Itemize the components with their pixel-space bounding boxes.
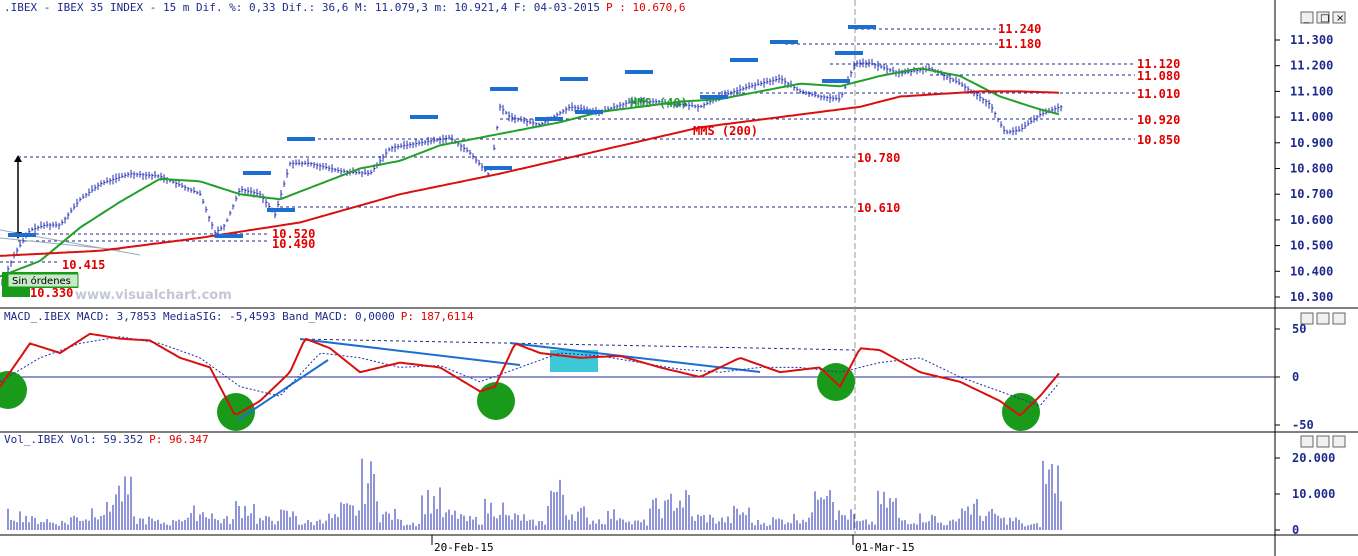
level-label-10610: 10.610 — [857, 201, 900, 215]
mms200-line — [0, 90, 1060, 257]
vol-maximize-button[interactable] — [1316, 435, 1330, 448]
macd-header: MACD_.IBEX MACD: 3,7853 MediaSIG: -5,459… — [4, 310, 474, 323]
macd-circle-marker — [217, 393, 255, 431]
macd-axis: 50 0 -50 — [1275, 322, 1314, 432]
macd-trendline-3 — [237, 359, 329, 421]
maximize-button[interactable] — [1316, 11, 1330, 24]
watermark: www.visualchart.com — [75, 288, 232, 303]
level-label-10520: 10.520 — [272, 227, 315, 241]
level-label-10415: 10.415 — [62, 258, 105, 272]
price-panel-buttons: _ □ × — [1300, 11, 1346, 24]
level-label-10330: 10.330 — [30, 286, 73, 300]
pivot-marker — [287, 137, 315, 141]
price-tick-label: 10.300 — [1290, 290, 1333, 304]
macd-close-button[interactable] — [1332, 312, 1346, 325]
price-tick-label: 10.400 — [1290, 264, 1333, 278]
pivot-marker — [822, 79, 850, 83]
macd-circle-marker — [0, 371, 27, 409]
pivot-markers — [8, 25, 876, 238]
pivot-marker — [267, 208, 295, 212]
level-label-11240: 11.240 — [998, 22, 1041, 36]
price-tick-label: 10.900 — [1290, 136, 1333, 150]
pivot-marker — [535, 117, 563, 121]
pivot-marker — [8, 233, 36, 237]
pivot-marker — [770, 40, 798, 44]
macd-circle-marker — [477, 382, 515, 420]
minimize-icon: _ — [1303, 13, 1310, 24]
macd-maximize-button[interactable] — [1316, 312, 1330, 325]
pivot-marker — [410, 115, 438, 119]
macd-dotted-line — [299, 338, 856, 351]
vol-minimize-button[interactable] — [1300, 435, 1314, 448]
level-label-10850: 10.850 — [1137, 133, 1180, 147]
pivot-marker — [700, 95, 728, 99]
pivot-marker — [215, 234, 243, 238]
pivot-marker — [484, 166, 512, 170]
price-tick-label: 10.600 — [1290, 213, 1333, 227]
mms200-label: MMS (200) — [693, 124, 758, 138]
chart-header: .IBEX - IBEX 35 INDEX - 15 m Dif. %: 0,3… — [4, 1, 686, 14]
close-icon: × — [1336, 13, 1344, 24]
vol-panel-buttons — [1300, 435, 1346, 448]
price-axis: 11.300 11.200 11.100 11.000 10.900 10.800 10.7… — [1275, 33, 1333, 304]
mms40-line — [0, 67, 1060, 278]
price-tick-label: 10.800 — [1290, 162, 1333, 176]
price-tick-label: 11.000 — [1290, 110, 1333, 124]
pivot-marker — [490, 87, 518, 91]
macd-tick-label: 0 — [1292, 370, 1299, 384]
macd-circle-marker — [1002, 393, 1040, 431]
level-lines — [0, 28, 1135, 263]
vol-tick-label: 20.000 — [1292, 451, 1335, 465]
order-label-box[interactable] — [7, 273, 79, 288]
pivot-marker — [625, 70, 653, 74]
level-label-10780: 10.780 — [857, 151, 900, 165]
pivot-marker — [560, 77, 588, 81]
date-label-1: 20-Feb-15 — [434, 541, 494, 554]
date-label-2: 01-Mar-15 — [855, 541, 915, 554]
level-label-11010: 11.010 — [1137, 87, 1180, 101]
level-label-11180: 11.180 — [998, 37, 1041, 51]
level-label-10920: 10.920 — [1137, 113, 1180, 127]
price-tick-label: 11.300 — [1290, 33, 1333, 47]
close-button[interactable] — [1332, 11, 1346, 24]
signal-line — [0, 336, 1060, 406]
price-bars — [1, 58, 1063, 286]
level-label-11080: 11.080 — [1137, 69, 1180, 83]
pivot-marker — [848, 25, 876, 29]
pivot-marker — [243, 171, 271, 175]
level-label-11120: 11.120 — [1137, 57, 1180, 71]
mms40-label: MMS (40) — [630, 96, 688, 110]
macd-trendline-1 — [299, 338, 521, 366]
macd-line — [0, 332, 1060, 417]
pivot-marker — [835, 51, 863, 55]
macd-tick-label: 50 — [1292, 322, 1306, 336]
level-label-10490: 10.490 — [272, 237, 315, 251]
volume-axis: 20.000 10.000 0 — [1275, 451, 1335, 537]
pivot-marker — [730, 58, 758, 62]
price-tick-label: 11.100 — [1290, 84, 1333, 98]
macd-tick-label: -50 — [1292, 418, 1314, 432]
order-label: Sin órdenes — [12, 275, 71, 287]
price-tick-label: 11.200 — [1290, 59, 1333, 73]
minimize-button[interactable] — [1300, 11, 1314, 24]
volume-bars — [7, 458, 1062, 530]
price-tick-label: 10.700 — [1290, 187, 1333, 201]
vol-header: Vol_.IBEX Vol: 59.352 P: 96.347 — [4, 433, 209, 446]
macd-panel-buttons — [1300, 312, 1346, 325]
vol-tick-label: 10.000 — [1292, 487, 1335, 501]
vol-tick-label: 0 — [1292, 523, 1299, 537]
price-tick-label: 10.500 — [1290, 239, 1333, 253]
macd-minimize-button[interactable] — [1300, 312, 1314, 325]
vol-close-button[interactable] — [1332, 435, 1346, 448]
pivot-marker — [575, 110, 603, 114]
maximize-icon: □ — [1320, 13, 1329, 24]
